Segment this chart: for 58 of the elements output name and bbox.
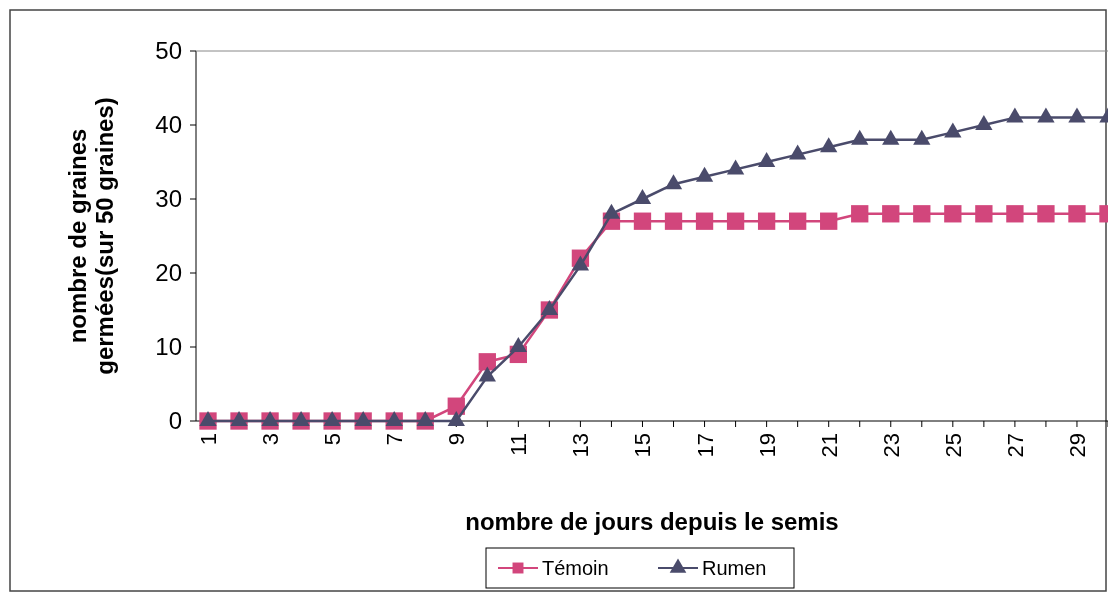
point — [820, 137, 838, 153]
point — [664, 212, 683, 230]
point — [633, 212, 652, 230]
point — [571, 255, 590, 271]
x-tick-label: 15 — [630, 433, 656, 458]
point — [789, 212, 807, 230]
x-tick-label: 19 — [754, 433, 780, 458]
point — [602, 203, 621, 219]
legend-label: Témoin — [542, 557, 609, 579]
point — [1037, 205, 1055, 223]
x-tick-label: 7 — [382, 433, 408, 446]
point — [633, 189, 652, 204]
x-axis-title: nombre de jours depuis le semis — [465, 508, 839, 535]
point — [1006, 107, 1024, 123]
legend-label: Rumen — [702, 557, 767, 579]
x-tick-label: 21 — [816, 433, 842, 458]
point — [851, 205, 869, 223]
point — [1006, 205, 1024, 223]
point — [478, 353, 496, 371]
point — [882, 205, 900, 223]
x-tick-label: 13 — [568, 433, 594, 458]
point — [726, 212, 745, 230]
point — [820, 212, 838, 230]
point — [913, 205, 931, 223]
point — [695, 166, 714, 182]
point — [1068, 205, 1086, 223]
point — [882, 129, 900, 145]
y-axis-title: nombre de graines germées(sur 50 graines) — [63, 97, 119, 375]
point — [944, 205, 962, 223]
point — [664, 174, 683, 190]
point — [975, 205, 993, 223]
x-tick-label: 9 — [444, 433, 470, 446]
point — [1068, 107, 1086, 123]
point — [757, 212, 776, 230]
point — [975, 115, 993, 130]
x-tick-label: 11 — [506, 433, 532, 456]
y-tick-label: 10 — [155, 333, 182, 361]
x-tick-label: 5 — [320, 433, 346, 446]
x-tick-label: 23 — [878, 433, 904, 458]
x-tick-label: 3 — [258, 433, 284, 446]
point — [851, 129, 869, 145]
x-tick-label: 27 — [1002, 433, 1028, 458]
point — [913, 129, 931, 145]
point — [726, 159, 745, 175]
x-tick-label: 1 — [196, 433, 221, 446]
x-tick-label: 17 — [692, 433, 718, 458]
x-tick-label: 25 — [940, 433, 966, 458]
y-tick-label: 0 — [168, 407, 182, 435]
y-tick-label: 20 — [155, 259, 182, 287]
point — [757, 152, 776, 167]
point — [944, 122, 962, 138]
point — [695, 212, 714, 230]
x-tick-label: 29 — [1064, 433, 1090, 458]
y-tick-label: 30 — [155, 185, 182, 213]
point — [788, 144, 807, 160]
y-tick-label: 50 — [155, 37, 182, 65]
point — [1037, 107, 1055, 123]
y-tick-label: 40 — [155, 111, 182, 139]
